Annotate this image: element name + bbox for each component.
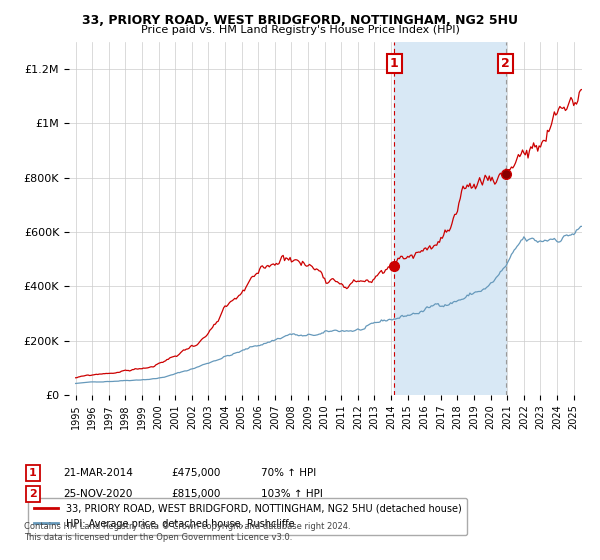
- Text: £475,000: £475,000: [171, 468, 220, 478]
- Text: 1: 1: [29, 468, 37, 478]
- Bar: [394, 42, 506, 395]
- Text: 103% ↑ HPI: 103% ↑ HPI: [261, 489, 323, 499]
- Legend: 33, PRIORY ROAD, WEST BRIDGFORD, NOTTINGHAM, NG2 5HU (detached house), HPI: Aver: 33, PRIORY ROAD, WEST BRIDGFORD, NOTTING…: [28, 498, 467, 535]
- Text: 2: 2: [501, 57, 510, 70]
- Text: 21-MAR-2014: 21-MAR-2014: [63, 468, 133, 478]
- Text: 33, PRIORY ROAD, WEST BRIDGFORD, NOTTINGHAM, NG2 5HU: 33, PRIORY ROAD, WEST BRIDGFORD, NOTTING…: [82, 14, 518, 27]
- Text: 2: 2: [29, 489, 37, 499]
- Text: Contains HM Land Registry data © Crown copyright and database right 2024.: Contains HM Land Registry data © Crown c…: [24, 522, 350, 531]
- Text: £815,000: £815,000: [171, 489, 220, 499]
- Text: This data is licensed under the Open Government Licence v3.0.: This data is licensed under the Open Gov…: [24, 533, 292, 542]
- Text: 1: 1: [390, 57, 399, 70]
- Text: 70% ↑ HPI: 70% ↑ HPI: [261, 468, 316, 478]
- Text: Price paid vs. HM Land Registry's House Price Index (HPI): Price paid vs. HM Land Registry's House …: [140, 25, 460, 35]
- Text: 25-NOV-2020: 25-NOV-2020: [63, 489, 133, 499]
